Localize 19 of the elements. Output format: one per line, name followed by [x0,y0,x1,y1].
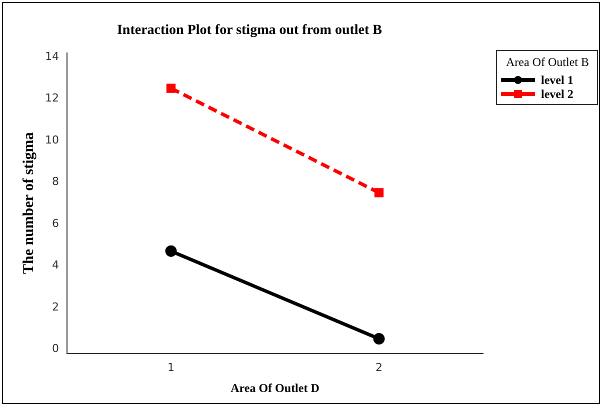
legend-label: level 2 [541,87,574,101]
point [165,245,177,257]
y-tick-label: 10 [44,133,59,146]
y-tick-label: 12 [44,92,59,105]
x-tick-label: 1 [168,360,174,374]
point [374,188,384,198]
y-tick-label: 6 [52,216,59,230]
y-tick-label: 2 [52,300,59,314]
y-axis-title: The number of stigma [20,132,37,274]
chart-title: Interaction Plot for stigma out from outlet B [116,23,382,38]
point [166,84,176,93]
y-tick-label: 8 [52,175,59,188]
y-tick-label: 14 [44,50,59,63]
y-tick-label: 4 [52,258,59,272]
x-axis-title: Area Of Outlet D [230,380,320,395]
legend-label: level 1 [541,73,574,87]
legend-title: Area Of Outlet B [505,54,589,71]
point [373,333,385,345]
y-tick-label: 0 [52,342,59,356]
